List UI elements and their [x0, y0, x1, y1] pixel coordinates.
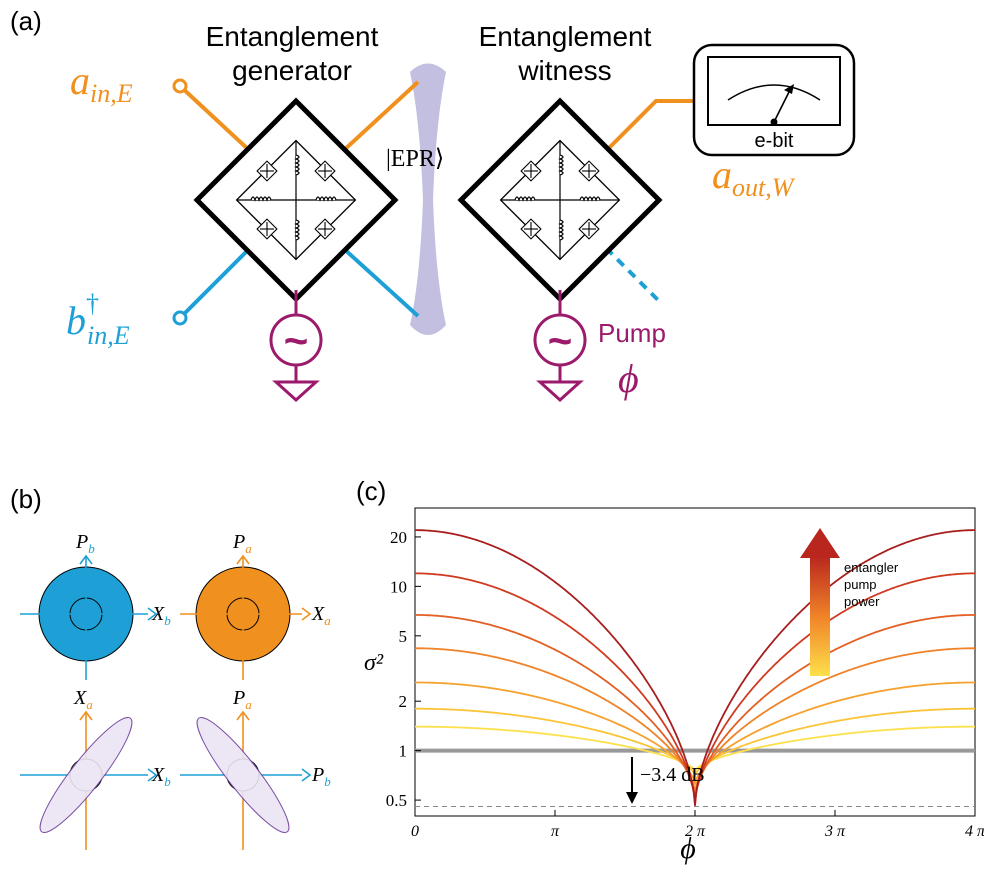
- phase-space-bottom-right: Pa Pb: [180, 687, 331, 850]
- x-tick-label-3: 3 π: [824, 823, 846, 840]
- y-tick-label-0: 0.5: [386, 791, 407, 810]
- input-a-port: [172, 78, 188, 94]
- input-a-label: ain,E: [70, 58, 133, 108]
- witness-title-line2: witness: [517, 55, 611, 86]
- y-tick-label-3: 5: [399, 627, 408, 646]
- pump-power-arrow-head: [800, 528, 840, 558]
- epr-label: |EPR⟩: [386, 146, 444, 172]
- phase-label: ϕ: [618, 356, 639, 401]
- ebit-meter: [692, 43, 856, 157]
- x-tick-label-4: 4 π: [965, 823, 984, 840]
- input-b-port: [172, 310, 188, 326]
- witness-bridge: [461, 101, 659, 299]
- generator-title-line1: Entanglement: [206, 21, 379, 52]
- generator-title-line2: generator: [232, 55, 352, 86]
- y-tick-label-2: 2: [399, 692, 408, 711]
- pump-power-arrow-shaft: [810, 556, 830, 676]
- series-line-2: [415, 707, 975, 779]
- blue-mode-path: [178, 246, 420, 320]
- phase-space-top-left: Pb Xb: [20, 531, 171, 680]
- squeezed-state-xaxb: [39, 717, 133, 833]
- generator-source-symbol: ~: [284, 317, 309, 364]
- panel-a-label: (a): [10, 6, 42, 36]
- squeezed-state-papb: [196, 717, 290, 833]
- axis-pb-bottom-right: Pb: [311, 764, 331, 789]
- plot-area: [415, 529, 975, 807]
- orange-mode-path: [178, 80, 694, 153]
- y-tick-label-4: 10: [390, 577, 407, 596]
- input-b-label: b† in,E: [66, 289, 130, 350]
- axis-xb-top-left: Xb: [151, 603, 171, 628]
- plot-frame: [414, 507, 976, 817]
- y-tick-label-5: 20: [390, 528, 407, 547]
- x-tick-label-1: π: [551, 823, 560, 840]
- panel-c: (c) 0 π 2 π 3 π 4 π 0.5 1 2 5 10 20 entangler pump…: [356, 476, 984, 865]
- series-line-7: [415, 529, 975, 806]
- squeeze-annotation: −3.4 dB: [640, 764, 705, 786]
- x-tick-label-2: 2 π: [685, 823, 706, 840]
- x-axis-label: ϕ: [680, 832, 696, 865]
- meter-label: e-bit: [755, 130, 794, 152]
- panel-a: (a) Entanglement generator Entanglement …: [10, 6, 856, 403]
- axis-xb-bottom-left: Xb: [151, 764, 171, 789]
- y-tick-label-1: 1: [399, 742, 408, 761]
- witness-source-symbol: ~: [548, 317, 573, 364]
- output-a-label: aout,W: [712, 152, 796, 202]
- blue-output-dashed: [604, 246, 662, 304]
- panel-b: (b) Pb Xb Pa Xa: [10, 484, 331, 850]
- arrow-text-line2: pump: [844, 577, 877, 592]
- phase-space-bottom-left: Xa Xb: [20, 687, 171, 850]
- y-axis-label: σ²: [364, 650, 384, 676]
- axis-pb-top-left: Pb: [75, 531, 95, 556]
- x-tick-label-0: 0: [411, 823, 419, 840]
- series-line-3: [415, 681, 975, 785]
- generator-pump: [269, 290, 323, 403]
- series-line-1: [415, 725, 975, 773]
- witness-pump: [533, 290, 587, 403]
- arrow-text-line1: entangler: [844, 560, 899, 575]
- axis-xa-top-right: Xa: [311, 603, 331, 628]
- axis-ticks: 0 π 2 π 3 π 4 π 0.5 1 2 5 10 20: [386, 528, 984, 840]
- panel-b-label: (b): [10, 484, 42, 514]
- panel-c-label: (c): [356, 476, 386, 506]
- epr-beam-shape: [410, 63, 446, 335]
- axis-pa-bottom-right: Pa: [232, 687, 252, 712]
- pump-label: Pump: [598, 318, 666, 348]
- witness-title-line1: Entanglement: [479, 21, 652, 52]
- arrow-text-line3: power: [844, 594, 880, 609]
- axis-xa-bottom-left: Xa: [73, 687, 93, 712]
- phase-space-top-right: Pa Xa: [180, 531, 331, 680]
- axis-pa-top-right: Pa: [232, 531, 252, 556]
